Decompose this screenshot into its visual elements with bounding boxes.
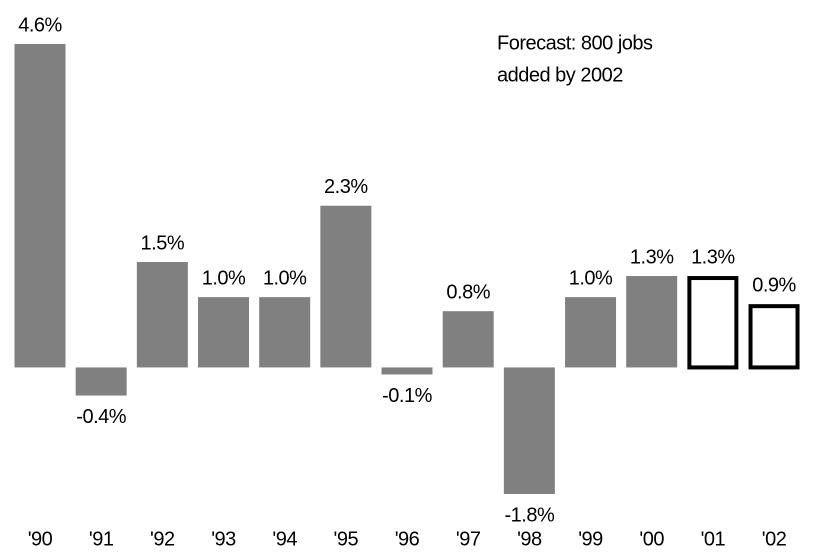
value-label: 0.8% [446, 281, 490, 303]
x-tick-label: '91 [89, 528, 114, 550]
value-label: 4.6% [18, 14, 62, 36]
annotation: added by 2002 [497, 64, 623, 86]
x-tick-label: '98 [517, 528, 542, 550]
x-tick-label: '95 [334, 528, 359, 550]
bar [442, 311, 494, 368]
x-tick-label: '99 [578, 528, 603, 550]
bar [259, 297, 311, 368]
annotation: Forecast: 800 jobs [497, 32, 653, 54]
value-label: 1.0% [569, 267, 613, 289]
value-label: 1.3% [691, 246, 735, 268]
x-tick-label: '01 [701, 528, 726, 550]
x-tick-label: '97 [456, 528, 481, 550]
value-label: -0.4% [76, 406, 126, 428]
bar [320, 205, 372, 368]
x-tick-label: '93 [211, 528, 236, 550]
bar [565, 297, 617, 368]
value-label: 2.3% [324, 176, 368, 198]
x-tick-label: '90 [28, 528, 53, 550]
forecast-bar [687, 276, 739, 370]
bar [75, 367, 127, 396]
value-label: 1.0% [263, 267, 307, 289]
bar [381, 367, 433, 375]
forecast-bar [748, 304, 800, 370]
value-label: -0.1% [382, 385, 432, 407]
value-label: 1.3% [630, 246, 674, 268]
bar [14, 44, 66, 368]
x-tick-label: '96 [395, 528, 420, 550]
bar [198, 297, 250, 368]
bar [136, 261, 188, 368]
bar [626, 276, 678, 368]
bar [503, 367, 555, 494]
value-label: 0.9% [752, 274, 796, 296]
x-tick-label: '02 [762, 528, 787, 550]
value-label: 1.5% [141, 232, 185, 254]
value-label: -1.8% [504, 504, 554, 526]
x-tick-label: '94 [272, 528, 297, 550]
x-tick-label: '92 [150, 528, 175, 550]
x-tick-label: '00 [639, 528, 664, 550]
value-label: 1.0% [202, 267, 246, 289]
